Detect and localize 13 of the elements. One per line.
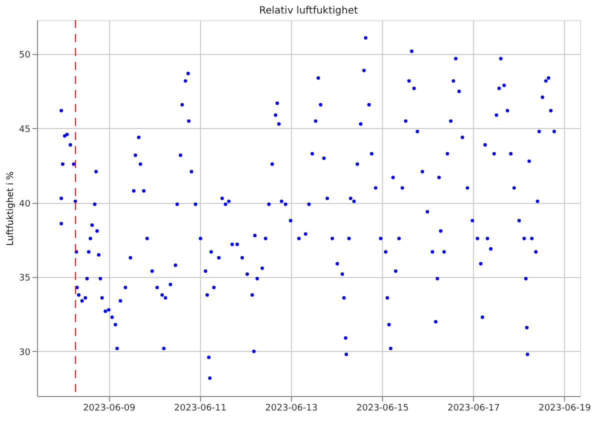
x-tick-label: 2023-06-09 <box>83 404 136 414</box>
y-tick-label: 50 <box>19 50 31 61</box>
x-tick-label: 2023-06-11 <box>174 404 226 414</box>
chart-title: Relativ luftfuktighet <box>259 6 358 16</box>
y-tick-label: 35 <box>19 274 30 284</box>
y-tick-label: 40 <box>19 199 31 210</box>
y-tick-label: 45 <box>19 124 30 135</box>
x-tick-label: 2023-06-17 <box>447 404 500 414</box>
y-axis-title: Luftfuktighet i % <box>6 170 16 246</box>
y-tick-label: 30 <box>19 348 31 358</box>
x-tick-label: 2023-06-15 <box>356 404 409 414</box>
x-tick-label: 2023-06-13 <box>265 404 318 414</box>
x-tick-label: 2023-06-19 <box>538 404 592 414</box>
